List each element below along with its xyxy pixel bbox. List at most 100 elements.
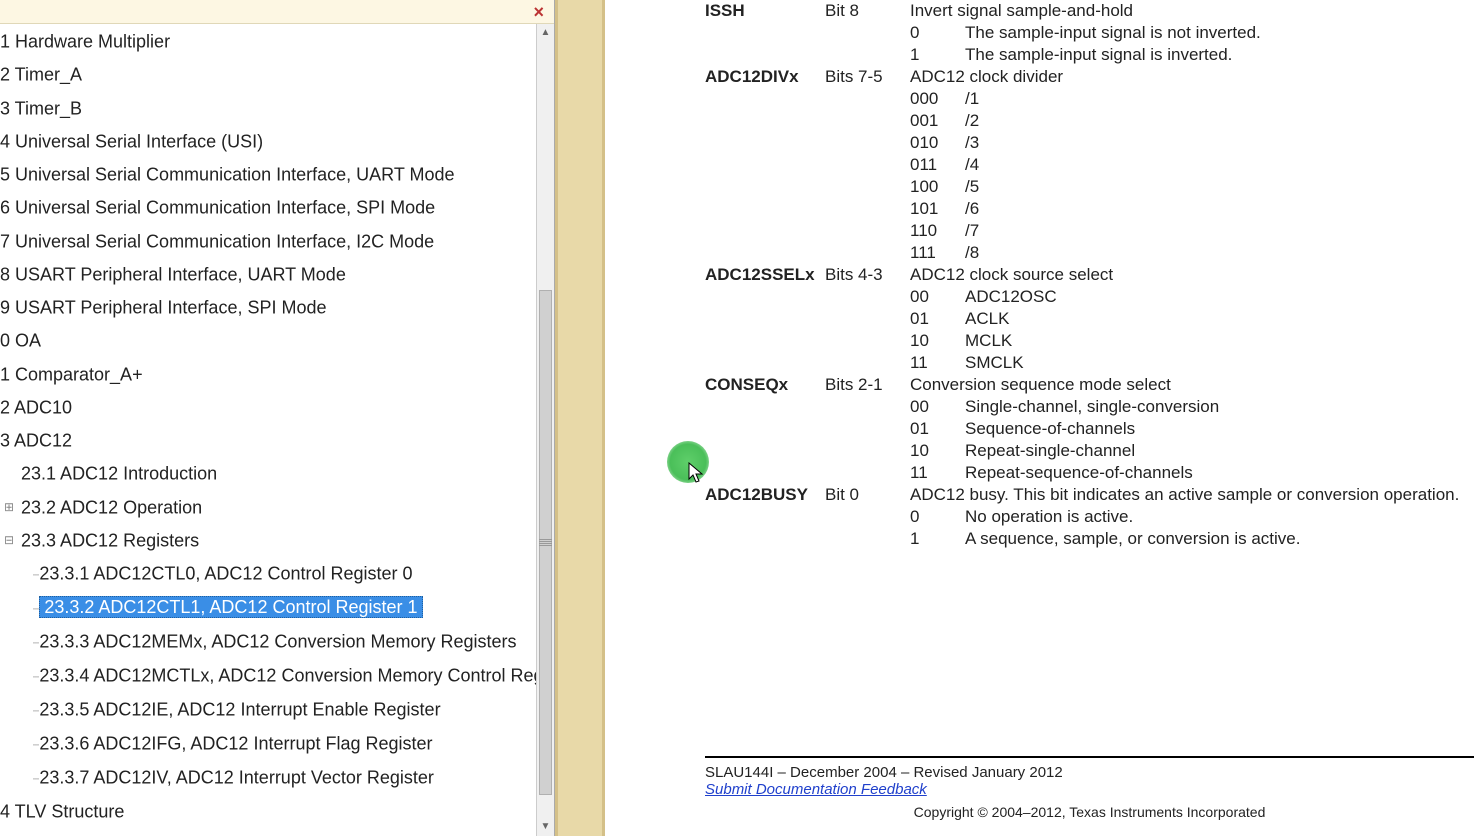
value-code: 10: [910, 440, 965, 462]
field-value-row: 01Sequence-of-channels: [705, 418, 1474, 440]
field-value-row: 01ACLK: [705, 308, 1474, 330]
field-value-row: 00Single-channel, single-conversion: [705, 396, 1474, 418]
field-value-row: 00ADC12OSC: [705, 286, 1474, 308]
toc-item[interactable]: ··· 23.3.6 ADC12IFG, ADC12 Interrupt Fla…: [0, 726, 536, 760]
toc-item[interactable]: ··· 23.3.1 ADC12CTL0, ADC12 Control Regi…: [0, 556, 536, 590]
scroll-up-icon[interactable]: ▲: [537, 24, 554, 42]
field-name: ADC12SSELx: [705, 264, 825, 286]
scroll-down-icon[interactable]: ▼: [537, 818, 554, 836]
value-code: 0: [910, 22, 965, 44]
toc-item[interactable]: ··· 23.3.3 ADC12MEMx, ADC12 Conversion M…: [0, 624, 536, 658]
field-name: CONSEQx: [705, 374, 825, 396]
field-value-row: 10Repeat-single-channel: [705, 440, 1474, 462]
toc-item-label: 23.3.6 ADC12IFG, ADC12 Interrupt Flag Re…: [39, 733, 432, 753]
toc-item[interactable]: 3 ADC12: [0, 423, 536, 456]
value-desc: A sequence, sample, or conversion is act…: [965, 528, 1474, 550]
feedback-link[interactable]: Submit Documentation Feedback: [705, 781, 927, 798]
toc-item-label: 23.3.3 ADC12MEMx, ADC12 Conversion Memor…: [39, 631, 516, 651]
value-code: 11: [910, 352, 965, 374]
toc-item[interactable]: 23.1 ADC12 Introduction: [0, 456, 536, 489]
toc-scrollbar[interactable]: ▲ ▼: [536, 24, 554, 836]
toc-item[interactable]: ⊟ 23.3 ADC12 Registers: [0, 523, 536, 556]
value-desc: ADC12OSC: [965, 286, 1474, 308]
field-desc: Invert signal sample-and-hold: [910, 0, 1474, 22]
field-bits: Bits 2-1: [825, 374, 910, 396]
field-value-row: 11SMCLK: [705, 352, 1474, 374]
register-field-row: ADC12SSELxBits 4-3ADC12 clock source sel…: [705, 264, 1474, 286]
toc-item[interactable]: 0 OA: [0, 323, 536, 356]
toc-item[interactable]: ··· 23.3.5 ADC12IE, ADC12 Interrupt Enab…: [0, 692, 536, 726]
value-desc: /5: [965, 176, 1474, 198]
field-value-row: 110/7: [705, 220, 1474, 242]
copyright-text: Copyright © 2004–2012, Texas Instruments…: [705, 798, 1474, 820]
close-icon[interactable]: ×: [533, 2, 544, 23]
field-desc: Conversion sequence mode select: [910, 374, 1474, 396]
toc-item-label: 23.3.7 ADC12IV, ADC12 Interrupt Vector R…: [39, 767, 434, 787]
toc-item[interactable]: ⊞ 23.2 ADC12 Operation: [0, 490, 536, 523]
toc-item-label: 2 Timer_A: [0, 65, 82, 85]
pane-divider[interactable]: [555, 0, 605, 836]
register-table: ISSHBit 8Invert signal sample-and-hold0T…: [605, 0, 1474, 550]
toc-item[interactable]: 1 Comparator_A+: [0, 357, 536, 390]
toc-item[interactable]: ··· 23.3.4 ADC12MCTLx, ADC12 Conversion …: [0, 658, 536, 692]
value-desc: ACLK: [965, 308, 1474, 330]
toc-item[interactable]: 5 DAC12: [0, 827, 536, 836]
toc-item[interactable]: 3 Timer_B: [0, 91, 536, 124]
value-code: 100: [910, 176, 965, 198]
field-value-row: 101/6: [705, 198, 1474, 220]
toc-item-label: 5 Universal Serial Communication Interfa…: [0, 164, 455, 184]
tree-expander-icon[interactable]: ⊞: [4, 493, 16, 521]
document-pane: ISSHBit 8Invert signal sample-and-hold0T…: [605, 0, 1474, 836]
value-desc: No operation is active.: [965, 506, 1474, 528]
field-name: ADC12BUSY: [705, 484, 825, 506]
value-code: 0: [910, 506, 965, 528]
toc-item[interactable]: 2 ADC10: [0, 390, 536, 423]
toc-item[interactable]: 5 Universal Serial Communication Interfa…: [0, 157, 536, 190]
value-desc: /4: [965, 154, 1474, 176]
field-value-row: 100/5: [705, 176, 1474, 198]
toc-item-label: 9 USART Peripheral Interface, SPI Mode: [0, 297, 327, 317]
register-field-row: ADC12DIVxBits 7-5ADC12 clock divider: [705, 66, 1474, 88]
toc-item[interactable]: 4 Universal Serial Interface (USI): [0, 124, 536, 157]
field-value-row: 001/2: [705, 110, 1474, 132]
field-value-row: 1The sample-input signal is inverted.: [705, 44, 1474, 66]
scrollbar-track[interactable]: [537, 42, 554, 818]
toc-item-label: 0 OA: [0, 331, 41, 351]
value-desc: Repeat-single-channel: [965, 440, 1474, 462]
toc-item[interactable]: 7 Universal Serial Communication Interfa…: [0, 224, 536, 257]
field-name: ISSH: [705, 0, 825, 22]
doc-id: SLAU144I – December 2004 – Revised Janua…: [705, 764, 1474, 781]
toc-item-label: 3 Timer_B: [0, 98, 82, 118]
value-desc: Repeat-sequence-of-channels: [965, 462, 1474, 484]
tree-expander-icon[interactable]: ⊟: [4, 526, 16, 554]
toc-item[interactable]: 9 USART Peripheral Interface, SPI Mode: [0, 290, 536, 323]
toc-item-label: 23.1 ADC12 Introduction: [21, 464, 217, 484]
toc-item-label: 23.3 ADC12 Registers: [21, 530, 199, 550]
value-desc: /3: [965, 132, 1474, 154]
toc-item[interactable]: 4 TLV Structure: [0, 794, 536, 827]
field-name: ADC12DIVx: [705, 66, 825, 88]
field-bits: Bit 8: [825, 0, 910, 22]
toc-item[interactable]: 8 USART Peripheral Interface, UART Mode: [0, 257, 536, 290]
toc-item[interactable]: 2 Timer_A: [0, 57, 536, 90]
value-code: 010: [910, 132, 965, 154]
toc-item-label: 6 Universal Serial Communication Interfa…: [0, 198, 435, 218]
toc-item-label: 23.3.5 ADC12IE, ADC12 Interrupt Enable R…: [39, 699, 440, 719]
toc-item[interactable]: 6 Universal Serial Communication Interfa…: [0, 190, 536, 223]
value-code: 1: [910, 528, 965, 550]
toc-item-label: 1 Comparator_A+: [0, 364, 143, 384]
field-bits: Bits 7-5: [825, 66, 910, 88]
value-desc: /1: [965, 88, 1474, 110]
scrollbar-grip-icon: [539, 539, 552, 547]
toc-item-label: 8 USART Peripheral Interface, UART Mode: [0, 264, 346, 284]
register-field-row: CONSEQxBits 2-1Conversion sequence mode …: [705, 374, 1474, 396]
value-code: 1: [910, 44, 965, 66]
toc-item-label: 2 ADC10: [0, 397, 72, 417]
toc-item[interactable]: ··· 23.3.2 ADC12CTL1, ADC12 Control Regi…: [0, 590, 536, 624]
value-desc: Single-channel, single-conversion: [965, 396, 1474, 418]
toc-item[interactable]: 1 Hardware Multiplier: [0, 24, 536, 57]
toc-item[interactable]: ··· 23.3.7 ADC12IV, ADC12 Interrupt Vect…: [0, 760, 536, 794]
field-value-row: 11Repeat-sequence-of-channels: [705, 462, 1474, 484]
value-desc: /2: [965, 110, 1474, 132]
field-value-row: 0The sample-input signal is not inverted…: [705, 22, 1474, 44]
